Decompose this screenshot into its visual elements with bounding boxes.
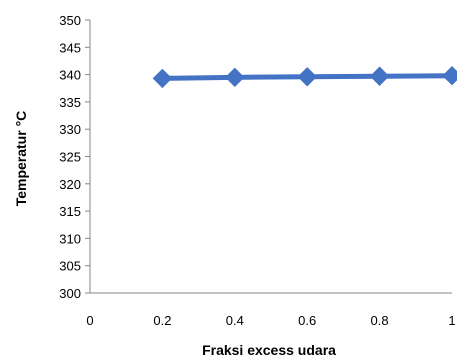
y-tick-label: 335	[59, 95, 81, 110]
axes	[89, 20, 452, 294]
y-tick-label: 320	[59, 177, 81, 192]
x-tick-label: 0.2	[153, 313, 171, 328]
y-tick-label: 305	[59, 259, 81, 274]
y-tick-label: 325	[59, 150, 81, 165]
data-point-marker	[442, 65, 457, 86]
y-tick-label: 315	[59, 204, 81, 219]
data-point-marker	[369, 66, 390, 86]
y-tick-label: 300	[59, 286, 81, 301]
y-tick-label: 350	[59, 13, 81, 28]
series-markers	[152, 65, 457, 89]
y-axis-title: Temperatur °C	[13, 111, 29, 207]
x-tick-label: 1	[448, 313, 455, 328]
x-tick-label: 0.6	[298, 313, 316, 328]
x-tick-label: 0.8	[371, 313, 389, 328]
data-point-marker	[297, 67, 317, 87]
y-tick-label: 345	[59, 40, 81, 55]
data-point-marker	[225, 67, 245, 88]
x-tick-label: 0	[86, 313, 93, 328]
data-point-marker	[152, 68, 173, 89]
x-axis-title: Fraksi excess udara	[202, 342, 336, 358]
y-tick-label: 330	[59, 122, 81, 137]
x-tick-labels: 0 0.2 0.4 0.6 0.8 1	[86, 313, 455, 328]
y-tick-marks	[85, 19, 90, 294]
y-tick-labels: 300 305 310 315 320 325 330 335 340 345 350	[59, 13, 81, 301]
x-tick-label: 0.4	[226, 313, 244, 328]
y-tick-label: 310	[59, 231, 81, 246]
y-tick-label: 340	[59, 68, 81, 83]
